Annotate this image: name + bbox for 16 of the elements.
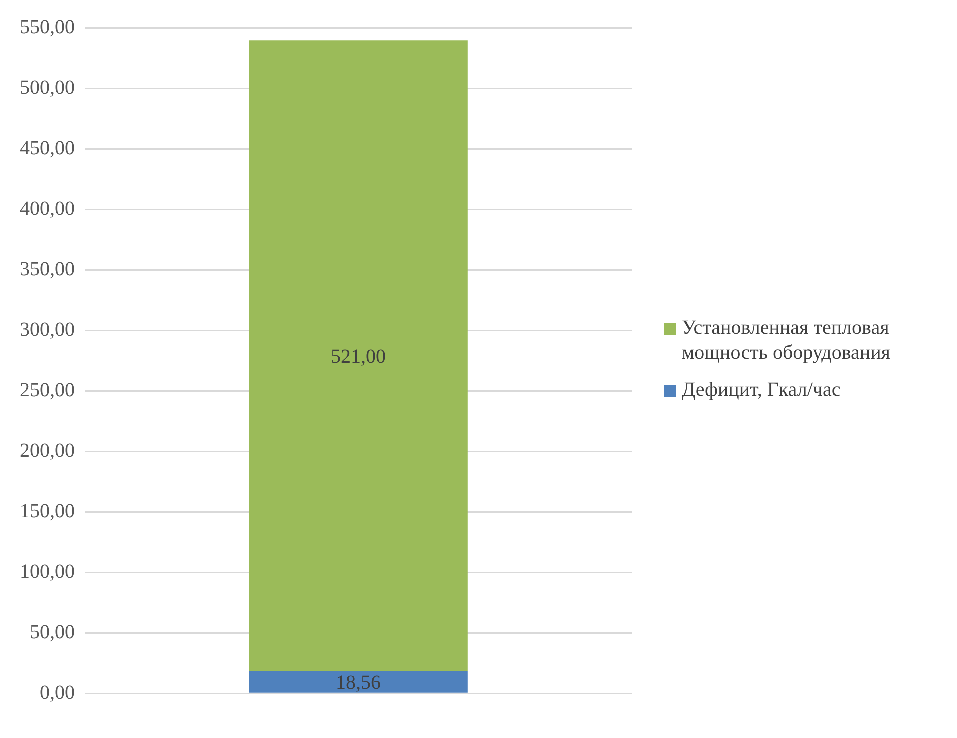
y-tick-label: 150,00 [20, 500, 75, 522]
y-tick-label: 450,00 [20, 137, 75, 160]
y-tick-label: 500,00 [20, 76, 75, 99]
y-tick-label: 400,00 [20, 198, 75, 220]
y-tick-label: 100,00 [20, 560, 75, 583]
y-tick-label: 250,00 [20, 379, 75, 402]
data-label: 18,56 [336, 672, 381, 694]
y-tick-label: 50,00 [30, 621, 75, 644]
data-label: 521,00 [331, 346, 386, 368]
y-tick-label: 550,00 [20, 16, 75, 38]
y-tick-label: 300,00 [20, 318, 75, 341]
y-tick-label: 0,00 [40, 682, 75, 704]
y-tick-label: 200,00 [20, 440, 75, 462]
y-tick-label: 350,00 [20, 258, 75, 280]
legend-label: Установленная тепловая мощность оборудования [682, 316, 892, 366]
legend-label: Дефицит, Гкал/час [682, 378, 841, 403]
